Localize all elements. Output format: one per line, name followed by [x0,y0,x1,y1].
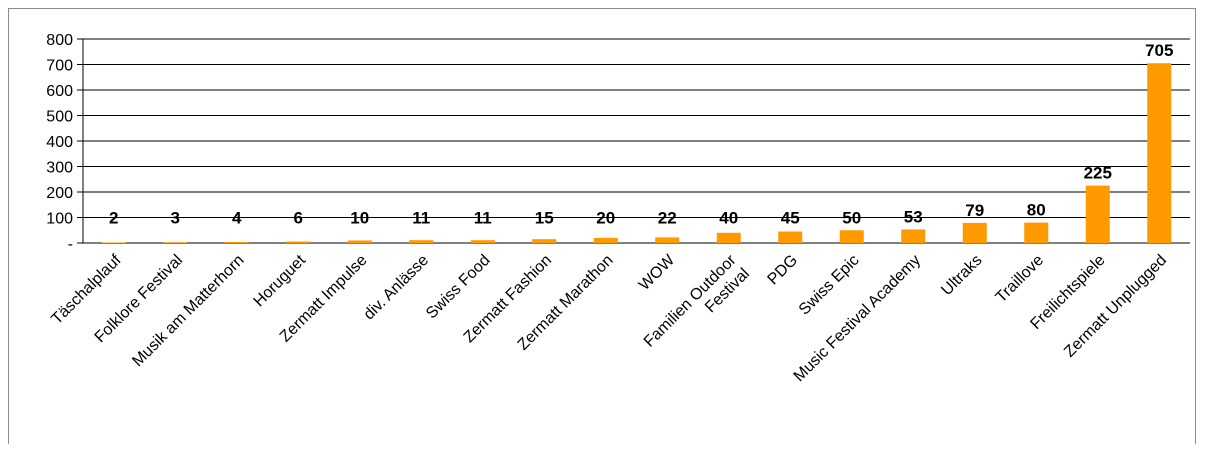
y-tick-label: - [68,236,73,253]
x-tick-label: WOW [636,251,679,294]
x-tick-label: div. Anlässe [361,252,433,324]
x-tick-label: Traillove [993,252,1047,306]
x-tick-label: Musik am Matterhorn [129,252,247,370]
data-label: 3 [171,209,180,228]
bar [593,237,618,243]
bars [101,63,1172,243]
data-label: 2 [109,209,118,228]
y-tick-label: 100 [46,211,73,228]
x-tick-label-line: Swiss Epic [796,252,863,319]
x-tick-label-line: div. Anlässe [361,252,433,324]
bar [163,242,188,243]
bar [347,240,372,243]
data-label: 705 [1145,41,1173,60]
bar [1024,222,1049,243]
bar [839,230,864,243]
data-label: 40 [719,209,738,228]
y-tick-label: 700 [46,58,73,75]
bar [655,237,680,243]
bar [409,240,434,243]
x-tick-label: Ultraks [938,252,985,299]
y-axis-ticks: - 100 200 300 400 500 600 700 800 [46,32,73,253]
bar [962,222,987,243]
data-label: 225 [1084,164,1112,183]
x-tick-label-line: Traillove [993,252,1047,306]
data-labels: 2 3 4 6 10 11 11 15 20 22 40 45 50 53 79 80 225 705 [109,41,1173,227]
data-label: 20 [596,209,615,228]
x-tick-label: Zermatt Unplugged [1061,252,1170,361]
data-label: 53 [904,207,923,226]
data-label: 22 [658,209,677,228]
data-label: 79 [965,201,984,220]
x-tick-label-line: PDG [765,252,802,289]
data-label: 6 [294,209,303,228]
x-tick-label-line: Musik am Matterhorn [129,252,247,370]
x-tick-label: Horuguet [251,251,310,310]
bar [1147,63,1172,243]
bar [901,229,926,243]
bar [101,242,126,243]
data-label: 4 [232,209,242,228]
bar [716,232,741,243]
data-label: 80 [1027,201,1046,220]
x-tick-label: Swiss Epic [796,252,863,319]
grid-lines [77,38,1190,244]
data-label: 50 [842,208,861,227]
y-tick-label: 400 [46,134,73,151]
bar [286,241,311,243]
bar [778,231,803,243]
x-tick-label: Music Festival Academy [791,252,924,385]
y-tick-label: 500 [46,109,73,126]
chart-frame [8,8,1196,444]
x-tick-label-line: Music Festival Academy [791,252,924,385]
y-tick-label: 600 [46,83,73,100]
bar [532,239,557,243]
x-tick-label: PDG [765,252,802,289]
data-label: 15 [535,209,554,228]
x-tick-label-line: Horuguet [251,251,310,310]
x-tick-label-line: Zermatt Unplugged [1061,252,1170,361]
x-tick-label-line: Ultraks [938,252,985,299]
bar [470,240,495,243]
y-tick-label: 200 [46,185,73,202]
data-label: 10 [350,209,369,228]
data-label: 45 [781,209,800,228]
y-tick-label: 800 [46,32,73,49]
bar [224,241,249,243]
y-tick-label: 300 [46,160,73,177]
data-label: 11 [474,209,492,228]
x-tick-label-line: WOW [636,251,679,294]
bar [1085,185,1110,243]
data-label: 11 [412,209,430,228]
